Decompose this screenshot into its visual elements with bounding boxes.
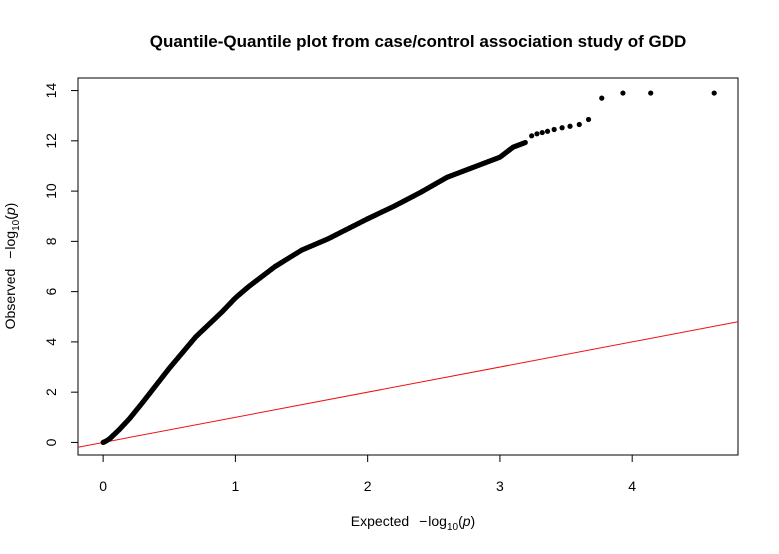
x-axis-label: Expected −log10(p): [351, 513, 475, 533]
qq-point: [576, 121, 582, 128]
qq-point: [539, 129, 545, 136]
y-tick-label: 2: [43, 388, 59, 396]
y-axis-label-prefix: Observed: [2, 269, 18, 330]
qq-point: [559, 125, 565, 131]
qq-point: [529, 133, 535, 139]
plot-frame: [77, 77, 739, 456]
y-axis-label-log: log: [2, 231, 18, 250]
qq-point: [522, 139, 528, 146]
y-axis: 0 2 4 6 8 10 12 14: [43, 83, 79, 446]
x-axis-label-var: p: [462, 513, 471, 529]
reference-line: [78, 321, 738, 448]
x-tick-label: 4: [628, 478, 636, 494]
qq-point: [585, 116, 592, 123]
y-axis-label-minus: −: [2, 251, 18, 259]
y-tick-label: 10: [43, 183, 59, 199]
x-axis-label-base: 10: [447, 522, 459, 533]
reference-line-group: [78, 321, 738, 448]
y-tick-label: 6: [43, 288, 59, 296]
qq-point: [534, 131, 540, 137]
x-tick-label: 1: [231, 478, 239, 494]
y-tick-label: 14: [43, 83, 59, 99]
y-tick-label: 4: [43, 338, 59, 346]
qq-point: [711, 90, 717, 96]
y-tick-label: 0: [43, 438, 59, 446]
x-axis-label-minus: −: [419, 513, 427, 529]
y-axis-label-var: p: [2, 207, 18, 216]
qq-point: [551, 126, 557, 133]
y-axis-label-base: 10: [11, 219, 22, 231]
chart-title: Quantile-Quantile plot from case/control…: [150, 32, 687, 51]
y-axis-label: Observed −log10(p): [2, 203, 22, 330]
x-axis: 0 1 2 3 4: [99, 454, 636, 494]
x-tick-label: 0: [99, 478, 107, 494]
x-axis-label-log: log: [428, 513, 447, 529]
qq-point: [544, 128, 551, 134]
qq-point: [599, 95, 605, 101]
y-tick-label: 8: [43, 237, 59, 245]
y-tick-label: 12: [43, 133, 59, 149]
qq-point: [567, 123, 573, 129]
data-points: [100, 90, 717, 446]
x-tick-label: 3: [496, 478, 504, 494]
x-tick-label: 2: [364, 478, 372, 494]
x-axis-label-prefix: Expected: [351, 513, 409, 529]
qq-point: [620, 90, 626, 96]
qq-point: [648, 90, 654, 96]
